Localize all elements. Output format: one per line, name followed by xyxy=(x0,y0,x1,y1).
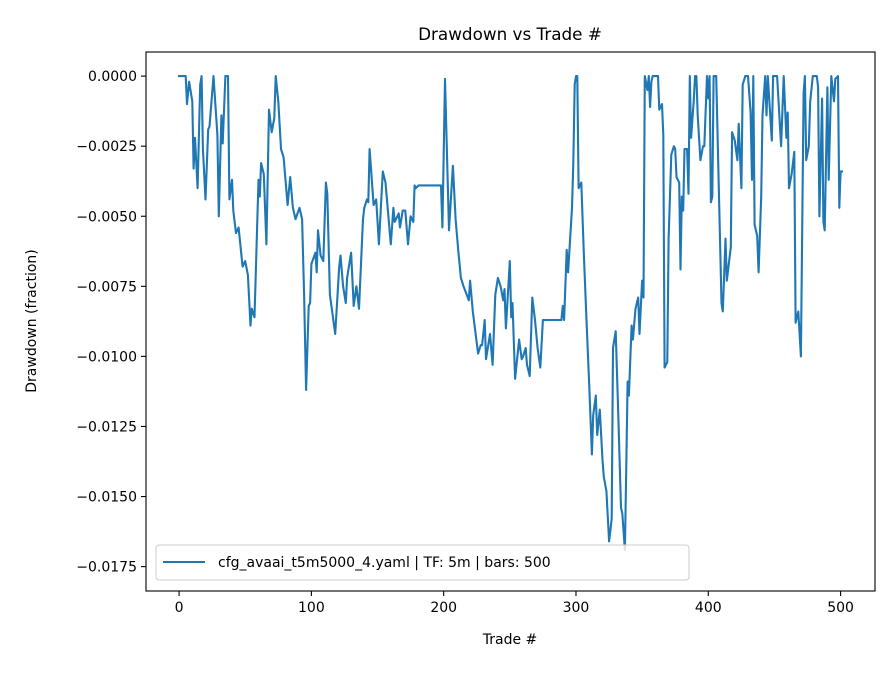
x-tick-label: 200 xyxy=(430,600,457,616)
y-axis-label: Drawdown (fraction) xyxy=(24,249,40,393)
x-tick-label: 0 xyxy=(175,600,184,616)
x-axis: 0 100 200 300 400 500 xyxy=(175,591,854,616)
legend: cfg_avaai_t5m5000_4.yaml | TF: 5m | bars… xyxy=(155,544,690,581)
x-tick-label: 500 xyxy=(827,600,854,616)
y-axis: 0.0000 −0.0025 −0.0050 −0.0075 −0.0100 −0.012… xyxy=(76,69,146,576)
y-tick-label: −0.0150 xyxy=(76,490,137,506)
y-tick-label: −0.0025 xyxy=(76,139,137,155)
y-tick-label: −0.0100 xyxy=(76,349,137,365)
x-tick-label: 400 xyxy=(695,600,722,616)
y-tick-label: −0.0175 xyxy=(76,560,137,576)
x-tick-label: 300 xyxy=(563,600,590,616)
series-line-0 xyxy=(178,75,843,551)
y-tick-label: −0.0125 xyxy=(76,419,137,435)
y-tick-label: −0.0075 xyxy=(76,279,137,295)
axes-frame xyxy=(145,51,876,592)
y-tick-label: −0.0050 xyxy=(76,209,137,225)
legend-box xyxy=(155,544,690,581)
x-axis-label: Trade # xyxy=(482,632,538,648)
series-layer xyxy=(178,75,843,551)
legend-label: cfg_avaai_t5m5000_4.yaml | TF: 5m | bars… xyxy=(218,555,551,571)
x-tick-label: 100 xyxy=(298,600,325,616)
y-tick-label: 0.0000 xyxy=(88,69,137,85)
chart-title: Drawdown vs Trade # xyxy=(418,24,602,44)
